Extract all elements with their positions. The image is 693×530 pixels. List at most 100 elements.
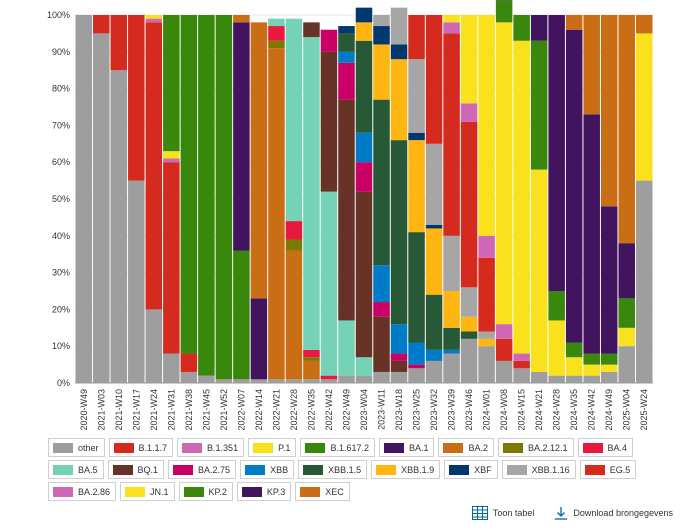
bar-segment: [338, 375, 355, 383]
bar-segment: [443, 349, 460, 354]
legend-label: XBB.1.5: [328, 464, 362, 475]
legend-item[interactable]: XBB.1.16: [501, 460, 576, 479]
legend-item[interactable]: XBB.1.9: [371, 460, 441, 479]
legend-item[interactable]: XEC: [295, 482, 350, 501]
show-table-button[interactable]: Toon tabel: [471, 506, 535, 520]
legend-label: XEC: [325, 486, 344, 497]
x-tick-label: 2023-W11: [377, 389, 387, 430]
bar-segment: [145, 309, 163, 383]
legend-item[interactable]: XBB.1.5: [298, 460, 368, 479]
legend-item[interactable]: BA.4: [577, 438, 634, 457]
bar-segment: [320, 29, 338, 52]
legend-label: XBB: [270, 464, 289, 475]
legend-swatch: [443, 442, 464, 453]
bar-segment: [355, 357, 373, 376]
legend-item[interactable]: KP.3: [236, 482, 292, 501]
chart-bars: [75, 0, 653, 384]
bar-segment: [390, 140, 408, 325]
bar-segment: [443, 22, 460, 34]
bar-segment: [373, 44, 390, 100]
y-tick-label: 20%: [52, 304, 70, 314]
bar-segment: [390, 59, 408, 141]
legend-item[interactable]: BA.1: [378, 438, 435, 457]
legend-item[interactable]: other: [48, 438, 105, 457]
bar-segment: [425, 360, 443, 383]
x-tick-label: 2022-W14: [254, 389, 264, 431]
x-axis: 2020-W49 2021-W03 2021-W10 2021-W17 2021-W24…: [75, 382, 653, 431]
bar-segment: [355, 191, 373, 358]
bar-segment: [530, 371, 548, 383]
legend-item[interactable]: BA.2.86: [48, 482, 117, 501]
x-tick-label: 2023-W18: [394, 389, 404, 431]
legend-label: BA.2: [468, 442, 488, 453]
x-tick-label: 2025-W24: [639, 389, 649, 431]
legend-item[interactable]: B.1.351: [177, 438, 245, 457]
legend-item[interactable]: BA.2: [438, 438, 494, 457]
legend-swatch: [113, 442, 134, 453]
legend-item[interactable]: JN.1: [120, 482, 175, 501]
download-data-button[interactable]: Download brongegevens: [554, 506, 673, 520]
bar-segment: [145, 18, 163, 23]
legend-item[interactable]: BQ.1: [107, 460, 165, 479]
legend-item[interactable]: B.1.617.2: [300, 438, 375, 457]
bar-segment: [233, 22, 250, 251]
bar-segment: [355, 40, 373, 133]
bar-segment: [233, 379, 250, 383]
bar-segment: [163, 162, 180, 354]
legend-label: B.1.617.2: [330, 442, 369, 453]
y-tick-label: 90%: [52, 47, 70, 57]
y-tick-label: 80%: [52, 84, 70, 94]
legend-item[interactable]: B.1.1.7: [108, 438, 174, 457]
legend-item[interactable]: XBB: [240, 460, 295, 479]
bar-segment: [338, 33, 355, 52]
bar-segment: [478, 257, 495, 332]
bar-segment: [478, 346, 495, 383]
bar-segment: [495, 0, 513, 23]
y-tick-label: 50%: [52, 194, 70, 204]
bar-segment: [250, 379, 268, 383]
bar-segment: [373, 15, 390, 27]
legend-item[interactable]: EG.5: [579, 460, 637, 479]
bar-segment: [460, 331, 478, 339]
legend-label: KP.2: [208, 486, 227, 497]
x-tick-label: 2025-W04: [622, 389, 632, 431]
legend-swatch: [182, 442, 203, 453]
legend-item[interactable]: KP.2: [178, 482, 233, 501]
x-tick-label: 2024-W35: [569, 389, 579, 431]
bar-segment: [373, 99, 390, 266]
bar-segment: [618, 327, 635, 347]
bar-segment: [635, 33, 653, 181]
legend-item[interactable]: P.1: [248, 438, 297, 457]
bar-segment: [320, 51, 338, 192]
bar-segment: [600, 371, 618, 383]
bar-segment: [128, 180, 145, 383]
bar-segment: [338, 99, 355, 321]
legend-swatch: [53, 464, 73, 475]
bar-segment: [583, 15, 600, 115]
legend-item[interactable]: BA.2.75: [168, 460, 237, 479]
bar-segment: [408, 342, 425, 365]
legend-swatch: [253, 442, 274, 453]
bar-segment: [460, 316, 478, 332]
bar-segment: [548, 320, 565, 376]
x-tick-label: 2021-W38: [184, 389, 194, 431]
bar-segment: [565, 15, 583, 30]
bar-segment: [145, 22, 163, 310]
bar-segment: [285, 250, 303, 380]
bar-segment: [495, 22, 513, 325]
bar-segment: [373, 26, 390, 45]
bar-segment: [408, 368, 425, 383]
bar-segment: [408, 364, 425, 369]
x-tick-label: 2022-W42: [324, 389, 334, 431]
legend-item[interactable]: XBF: [444, 460, 498, 479]
legend-row: other B.1.1.7 B.1.351 P.1 B.1.617.2 BA.1 BA.2 B…: [48, 438, 648, 457]
legend-item[interactable]: BA.5: [48, 460, 104, 479]
bar-segment: [215, 379, 233, 383]
x-tick-label: 2022-W49: [341, 389, 351, 431]
bar-segment: [93, 15, 110, 34]
legend-item[interactable]: BA.2.12.1: [498, 438, 574, 457]
x-tick-label: 2021-W17: [131, 389, 141, 431]
bar-segment: [355, 162, 373, 192]
show-table-label: Toon tabel: [492, 508, 535, 518]
bar-segment: [373, 371, 390, 383]
